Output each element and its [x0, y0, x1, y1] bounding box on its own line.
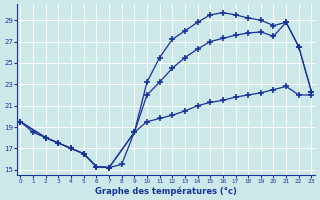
X-axis label: Graphe des températures (°c): Graphe des températures (°c) [95, 186, 237, 196]
